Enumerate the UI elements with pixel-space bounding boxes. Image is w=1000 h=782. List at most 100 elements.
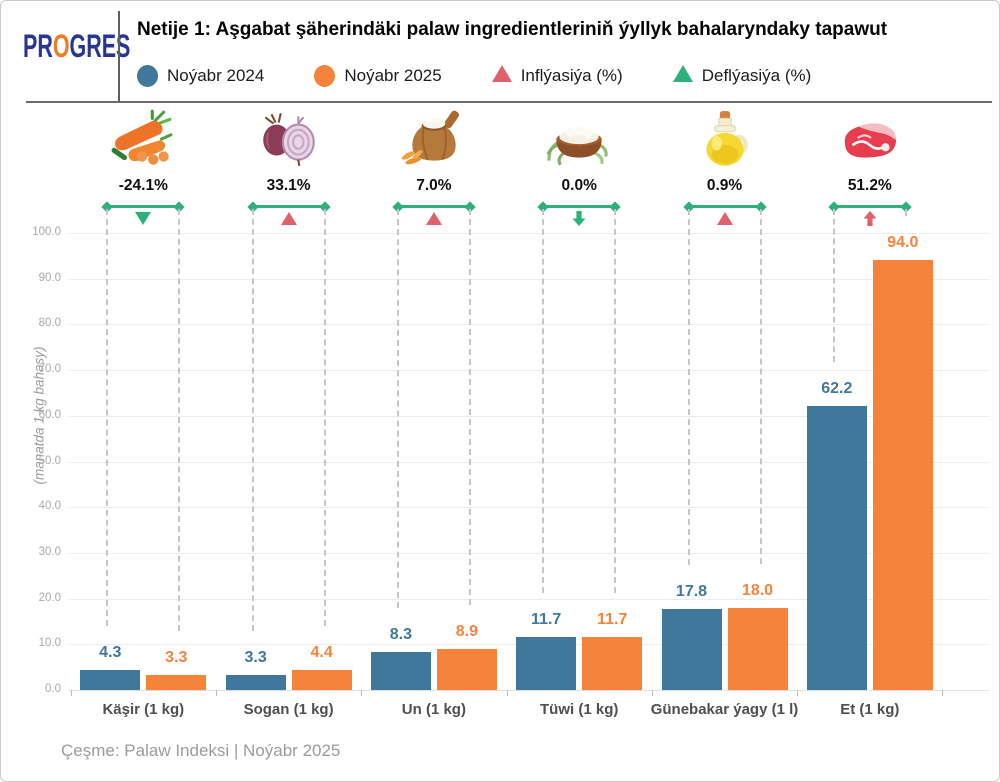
gridline (69, 507, 989, 509)
legend-item: Noýabr 2025 (314, 65, 442, 87)
change-percent-label: 0.9% (706, 177, 743, 194)
guide-dash-left (251, 209, 254, 631)
x-axis-tick (361, 690, 363, 696)
header-rule (26, 101, 992, 103)
change-bracket (688, 205, 761, 208)
x-axis-tick (942, 690, 944, 696)
change-percent-label: -24.1% (118, 177, 168, 194)
arrow-up-icon (862, 211, 878, 226)
gridline (69, 233, 989, 234)
bar-2025 (291, 669, 352, 690)
bar-value-2025: 18.0 (741, 581, 774, 599)
guide-dash-right (178, 209, 181, 631)
triangle-down-icon (135, 211, 152, 226)
bar-2025 (582, 636, 643, 690)
guide-dash-left (106, 209, 109, 627)
x-axis-tick (215, 690, 217, 696)
gridline (69, 278, 989, 280)
y-tick-label: 90.0 (38, 271, 61, 284)
source-note: Çeşme: Palaw Indeksi | Noýabr 2025 (61, 741, 341, 760)
change-percent-label: 7.0% (416, 177, 452, 194)
change-percent-label: 33.1% (266, 177, 311, 194)
bar-2025 (146, 674, 207, 690)
x-axis-tick (797, 690, 799, 696)
gridline (69, 324, 989, 326)
chart-title: Netije 1: Aşgabat şäherindäki palaw ingr… (137, 19, 888, 40)
arrow-down-icon (571, 211, 587, 226)
legend-label: Inflýasiýa (%) (520, 66, 623, 85)
guide-dash-right (904, 209, 907, 217)
category-label: Tüwi (1 kg) (540, 701, 619, 718)
meat-icon (835, 107, 905, 171)
bar-2025 (872, 260, 933, 690)
legend-label: Noýabr 2024 (167, 66, 265, 85)
logo-letter-o: O (52, 29, 70, 65)
category-label: Sogan (1 kg) (243, 701, 334, 718)
guide-dash-right (614, 209, 617, 593)
rice-bowl-icon (544, 107, 614, 171)
bar-2024 (516, 636, 577, 690)
bar-value-2024: 62.2 (821, 379, 853, 397)
legend-circle-icon (314, 65, 336, 87)
bar-2024 (370, 652, 431, 690)
legend-label: Deflýasiýa (%) (701, 66, 812, 85)
y-tick-label: 40.0 (38, 500, 61, 513)
y-tick-label: 100.0 (32, 226, 61, 238)
legend-item: Noýabr 2024 (137, 65, 264, 87)
bar-value-2025: 8.9 (455, 623, 479, 641)
category-label: Un (1 kg) (401, 701, 466, 718)
oil-bottle-icon (690, 107, 760, 171)
guide-dash-right (323, 209, 326, 626)
change-percent-label: 0.0% (561, 177, 597, 194)
bar-value-2024: 8.3 (389, 626, 413, 644)
y-tick-label: 50.0 (38, 454, 61, 467)
bar-value-2024: 11.7 (531, 610, 562, 628)
legend-item: Deflýasiýa (%) (672, 65, 812, 87)
legend-triangle-icon (491, 65, 512, 87)
guide-dash-right (468, 209, 471, 606)
y-tick-label: 60.0 (38, 408, 61, 421)
bar-value-2024: 3.3 (244, 648, 267, 666)
legend-circle-icon (137, 65, 158, 87)
bar-2025 (727, 607, 788, 690)
change-bracket (397, 205, 470, 208)
progres-logo: PROGRES (23, 29, 130, 66)
gridline (69, 598, 989, 600)
y-tick-label: 0.0 (45, 683, 61, 695)
category-label: Käşir (1 kg) (102, 701, 185, 718)
change-bracket (252, 205, 325, 208)
triangle-up-icon (280, 211, 297, 226)
gridline (69, 415, 989, 417)
guide-dash-left (687, 209, 690, 565)
guide-dash-left (832, 209, 835, 362)
y-tick-label: 20.0 (38, 591, 61, 604)
guide-dash-left (396, 209, 399, 609)
guide-dash-left (542, 209, 545, 593)
logo-text-right: GRES (69, 29, 131, 65)
x-axis-tick (651, 690, 653, 696)
bar-2025 (436, 649, 497, 690)
x-axis-tick (506, 690, 508, 696)
legend-label: Noýabr 2025 (344, 66, 442, 85)
x-axis-tick (70, 690, 72, 696)
flour-sack-icon (399, 107, 469, 171)
bar-value-2025: 11.7 (597, 610, 628, 628)
bar-value-2025: 94.0 (887, 234, 919, 252)
bar-2024 (80, 670, 141, 690)
onion-icon (254, 107, 324, 171)
bar-2024 (661, 608, 722, 690)
change-bracket (833, 205, 906, 208)
triangle-up-icon (716, 211, 733, 226)
header-divider (118, 11, 120, 101)
triangle-up-icon (425, 211, 442, 226)
y-tick-label: 10.0 (38, 637, 61, 650)
bar-value-2025: 3.3 (165, 648, 188, 666)
gridline (69, 552, 989, 554)
category-label: Günebakar ýagy (1 l) (650, 701, 799, 718)
gridline (69, 370, 989, 372)
carrot-icon (108, 107, 178, 171)
y-tick-label: 30.0 (38, 545, 61, 558)
guide-dash-right (759, 209, 762, 564)
y-tick-label: 80.0 (38, 317, 61, 330)
logo-text-left: PR (23, 29, 53, 65)
